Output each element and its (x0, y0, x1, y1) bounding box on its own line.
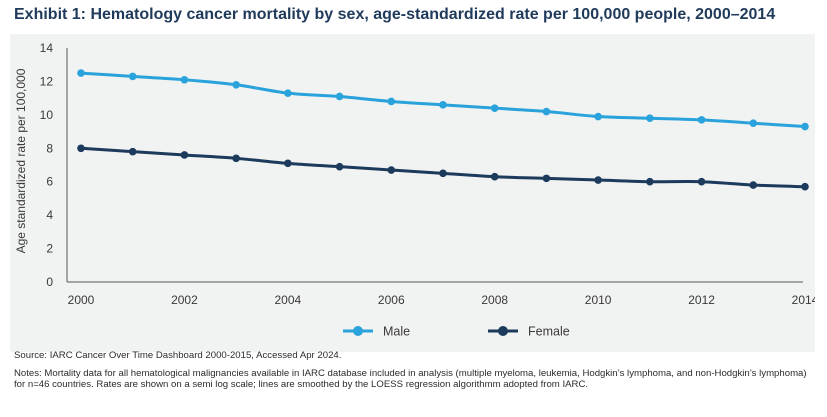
female-data-point (439, 169, 447, 178)
female-data-point (646, 177, 654, 186)
female-data-point (180, 151, 189, 159)
x-tick-label: 2010 (585, 293, 612, 307)
chart-panel: 0 2 4 6 8 10 12 14 2000 2002 2004 2006 2008 2010 2012 2… (10, 34, 815, 352)
male-data-point (490, 104, 499, 112)
female-data-point (77, 144, 85, 153)
x-tick-label: 2004 (275, 293, 302, 307)
male-data-point (284, 89, 292, 97)
female-data-point (801, 182, 809, 191)
y-tick-label: 0 (46, 275, 53, 289)
male-legend-label: Male (383, 325, 410, 339)
male-data-point (232, 80, 240, 89)
y-tick-label: 6 (46, 175, 53, 189)
x-tick-label: 2006 (378, 293, 405, 307)
y-tick-label: 8 (46, 141, 53, 155)
male-data-point (335, 92, 344, 101)
female-data-point (490, 172, 499, 181)
female-legend-label: Female (528, 325, 570, 339)
female-data-point (387, 166, 396, 174)
male-data-point (439, 101, 447, 109)
male-data-point (646, 114, 654, 122)
y-tick-label: 10 (40, 108, 54, 122)
x-tick-label: 2014 (792, 293, 815, 307)
male-data-point (77, 69, 85, 77)
x-tick-label: 2002 (171, 293, 198, 307)
female-data-point (128, 147, 137, 156)
female-data-point (542, 174, 551, 183)
male-data-point (697, 116, 706, 124)
female-series-line (80, 146, 806, 189)
female-legend-marker (498, 326, 508, 336)
female-data-point (335, 162, 344, 171)
female-data-point (749, 181, 758, 189)
male-series-line (80, 71, 806, 129)
female-data-point (594, 176, 602, 184)
male-legend-marker (353, 326, 363, 336)
male-data-point (542, 107, 551, 116)
chart-title: Exhibit 1: Hematology cancer mortality b… (14, 6, 776, 23)
x-tick-label: 2008 (481, 293, 508, 307)
footnotes: Notes: Mortality data for all hematologi… (14, 368, 807, 391)
male-data-point (749, 119, 758, 128)
y-axis-label: Age standardized rate per 100,000 (14, 68, 28, 253)
y-tick-label: 2 (46, 242, 53, 256)
male-data-point (128, 72, 137, 81)
male-data-point (594, 112, 602, 121)
female-data-point (697, 177, 706, 186)
male-data-point (180, 75, 189, 84)
male-data-point (387, 97, 396, 106)
female-data-point (232, 154, 240, 163)
female-data-point (284, 159, 292, 168)
y-tick-label: 12 (40, 74, 54, 88)
x-tick-label: 2000 (68, 293, 95, 307)
y-tick-label: 14 (40, 41, 54, 55)
y-tick-label: 4 (46, 208, 53, 222)
x-tick-label: 2012 (688, 293, 715, 307)
line-chart: 0 2 4 6 8 10 12 14 2000 2002 2004 2006 2008 2010 2012 2… (14, 41, 815, 339)
source-note: Source: IARC Cancer Over Time Dashboard … (14, 350, 342, 361)
male-data-point (801, 122, 809, 131)
